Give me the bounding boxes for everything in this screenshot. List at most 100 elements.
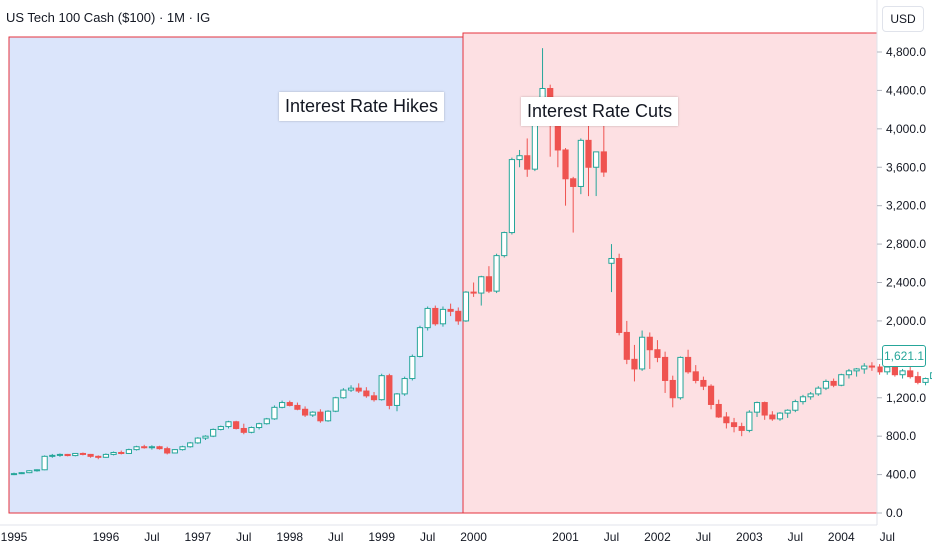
candle-body	[95, 455, 102, 458]
candle-body	[769, 414, 776, 420]
candle-body	[662, 356, 669, 381]
candle-body	[930, 372, 932, 380]
candle	[225, 420, 232, 429]
candle	[470, 282, 477, 297]
candle-body	[462, 291, 470, 322]
last-price-tag: 1,621.1	[882, 345, 926, 367]
candle-body	[217, 426, 224, 430]
candle	[148, 445, 155, 450]
candle-body	[868, 365, 876, 368]
candle-body	[156, 446, 163, 450]
candle	[455, 307, 462, 325]
candle-body	[861, 365, 868, 370]
candle-body	[309, 411, 316, 416]
candle	[194, 437, 201, 444]
candle-body	[577, 139, 584, 187]
candle-body	[125, 449, 133, 454]
candle	[485, 266, 493, 294]
candle-body	[715, 403, 722, 418]
candle	[577, 138, 584, 195]
candle-body	[922, 378, 929, 383]
candle	[102, 453, 110, 458]
candle	[562, 148, 569, 206]
candle-body	[562, 149, 569, 180]
candle	[707, 384, 715, 410]
time-tick-label: 1996	[93, 530, 120, 544]
candle	[416, 325, 424, 358]
candle	[861, 363, 868, 374]
candle-body	[700, 379, 707, 387]
candle-body	[784, 409, 791, 414]
candle	[654, 340, 661, 363]
candle-body	[508, 159, 515, 234]
candle	[807, 391, 814, 400]
candle	[347, 385, 355, 392]
candle	[125, 448, 133, 454]
price-tick-label: 0.0	[886, 506, 903, 520]
candle	[286, 400, 293, 407]
candle-body	[409, 355, 416, 380]
candle	[639, 330, 646, 371]
candle-body	[56, 453, 64, 456]
candle-body	[279, 402, 286, 408]
candle	[478, 275, 485, 306]
candle	[516, 149, 523, 168]
candle-body	[646, 336, 653, 351]
candle	[845, 368, 853, 379]
candle	[324, 410, 332, 422]
candle-body	[118, 451, 125, 454]
candle-body	[853, 368, 860, 372]
candle	[692, 365, 699, 384]
price-tick-label: 2,800.0	[886, 237, 926, 251]
candle	[202, 435, 209, 441]
candle	[33, 469, 41, 472]
price-tick-label: 3,600.0	[886, 160, 926, 174]
candle-body	[317, 411, 324, 422]
candle	[524, 138, 531, 177]
candle-body	[386, 375, 393, 406]
candle-body	[248, 427, 255, 433]
candle-body	[340, 389, 347, 399]
candle-body	[746, 411, 753, 431]
candle-body	[355, 387, 362, 392]
candle	[776, 412, 784, 421]
candle-body	[332, 397, 339, 412]
candle	[110, 451, 117, 456]
candle	[401, 376, 408, 396]
candle-body	[608, 257, 615, 264]
candle	[156, 445, 163, 450]
candle-body	[110, 451, 117, 455]
candle-body	[639, 336, 646, 370]
candle-body	[378, 375, 385, 401]
currency-selector[interactable]: USD	[882, 6, 924, 32]
candle	[792, 399, 799, 413]
candle-body	[26, 470, 33, 474]
candle	[432, 305, 439, 326]
candle-body	[64, 453, 71, 457]
candle-body	[470, 291, 477, 294]
candle-body	[799, 396, 807, 403]
candle-body	[899, 370, 906, 376]
candle-body	[616, 257, 623, 333]
candle	[799, 394, 807, 405]
candle	[72, 452, 79, 457]
candle	[891, 366, 898, 377]
candle-body	[907, 370, 914, 378]
candle-body	[171, 449, 178, 454]
time-tick-label: Jul	[604, 530, 619, 544]
price-axis: 4,800.0 4,400.0 4,000.0 3,600.0 3,200.0 2,800…	[877, 45, 926, 520]
time-tick-label: 2001	[552, 530, 579, 544]
candle-body	[677, 356, 684, 399]
candle	[393, 392, 401, 412]
chart-title: US Tech 100 Cash ($100) · 1M · IG	[6, 10, 211, 25]
candle	[49, 453, 56, 458]
time-tick-label: Jul	[236, 530, 251, 544]
candle	[141, 444, 148, 449]
candle	[753, 401, 761, 417]
candle-body	[570, 178, 577, 187]
candle	[822, 379, 830, 391]
price-tick-label: 400.0	[886, 468, 916, 482]
candle-body	[294, 404, 301, 410]
candles-layer	[10, 48, 932, 476]
candle-body	[363, 390, 370, 397]
